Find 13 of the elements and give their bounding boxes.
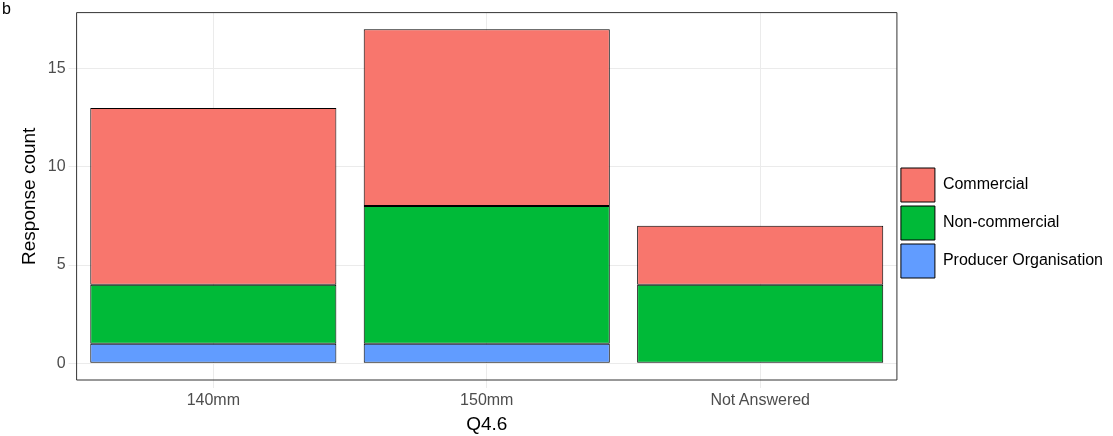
y-tick-label: 0 [56, 353, 66, 371]
x-tick-label: 150mm [460, 391, 514, 409]
legend-label: Non-commercial [942, 213, 1060, 231]
y-tick-label: 15 [47, 59, 66, 76]
y-axis-title: Response count [17, 126, 39, 265]
y-tick-label: 10 [47, 157, 66, 175]
legend-label: Commercial [942, 175, 1029, 193]
x-tick-label: 140mm [186, 391, 240, 409]
x-axis-title: Q4.6 [466, 412, 508, 434]
x-tick-label: Not Answered [710, 391, 810, 409]
y-tick-label: 5 [56, 255, 66, 273]
text: b [2, 0, 11, 17]
legend-label: Producer Organisation [942, 251, 1104, 269]
